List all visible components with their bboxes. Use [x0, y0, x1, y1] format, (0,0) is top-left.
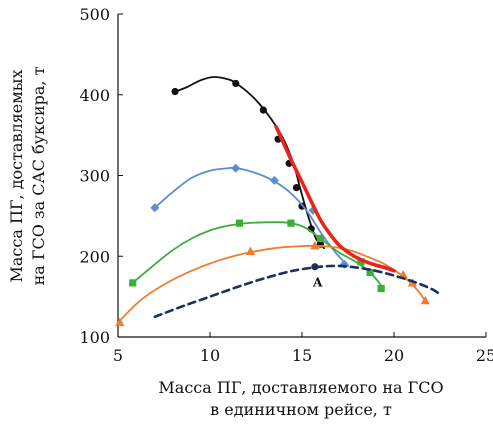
series-blue-point: [269, 175, 279, 185]
x-tick-label: 25: [476, 346, 493, 365]
series-black-point: [259, 106, 267, 114]
series-green-point: [366, 268, 374, 276]
series-green-line: [131, 221, 384, 290]
series-black-point: [292, 184, 301, 192]
x-tick-label: 5: [113, 346, 123, 365]
series-black-point: [171, 87, 179, 96]
y-tick-label: 400: [79, 86, 110, 105]
series-navy-line: [153, 264, 442, 319]
series-red: [274, 125, 396, 273]
point-annotation: А: [313, 276, 323, 290]
series-orange-point: [420, 295, 430, 305]
series-green-point: [235, 219, 244, 227]
series-blue-point: [150, 203, 160, 213]
series-green-point: [377, 284, 385, 293]
series-orange-point: [310, 240, 320, 250]
y-tick-label: 500: [79, 5, 110, 24]
axes: 5 10 15 20 25 100 200 300 400 500: [79, 5, 493, 365]
series-layer: [115, 76, 442, 327]
series-orange-point: [245, 246, 256, 256]
series-orange: [115, 240, 430, 327]
series-green: [129, 219, 385, 293]
x-tick-label: 20: [384, 346, 404, 365]
series-orange-point: [115, 317, 125, 327]
x-tick-label: 15: [292, 346, 312, 365]
x-axis-title-line-2: в единичном рейсе, т: [210, 400, 392, 419]
y-axis-title-line-2: на ГСО за САС буксира, т: [29, 66, 48, 285]
x-axis-title-line-1: Масса ПГ, доставляемого на ГСО: [158, 378, 443, 397]
series-green-point: [129, 279, 137, 287]
y-axis-title-line-1: Масса ПГ, доставляемых: [7, 70, 26, 283]
series-green-point: [316, 234, 324, 243]
series-green-point: [357, 258, 365, 266]
series-red-line: [274, 125, 396, 273]
y-tick-label: 100: [79, 328, 110, 347]
series-green-point: [287, 219, 295, 227]
series-blue-point: [231, 163, 241, 173]
x-tick-label: 10: [200, 346, 220, 365]
y-tick-label: 300: [79, 167, 110, 186]
series-black-line: [172, 76, 325, 250]
series-black-point: [232, 79, 240, 88]
series-navy-point: [311, 263, 319, 271]
series-navy: [153, 263, 442, 319]
y-tick-label: 200: [79, 247, 110, 266]
